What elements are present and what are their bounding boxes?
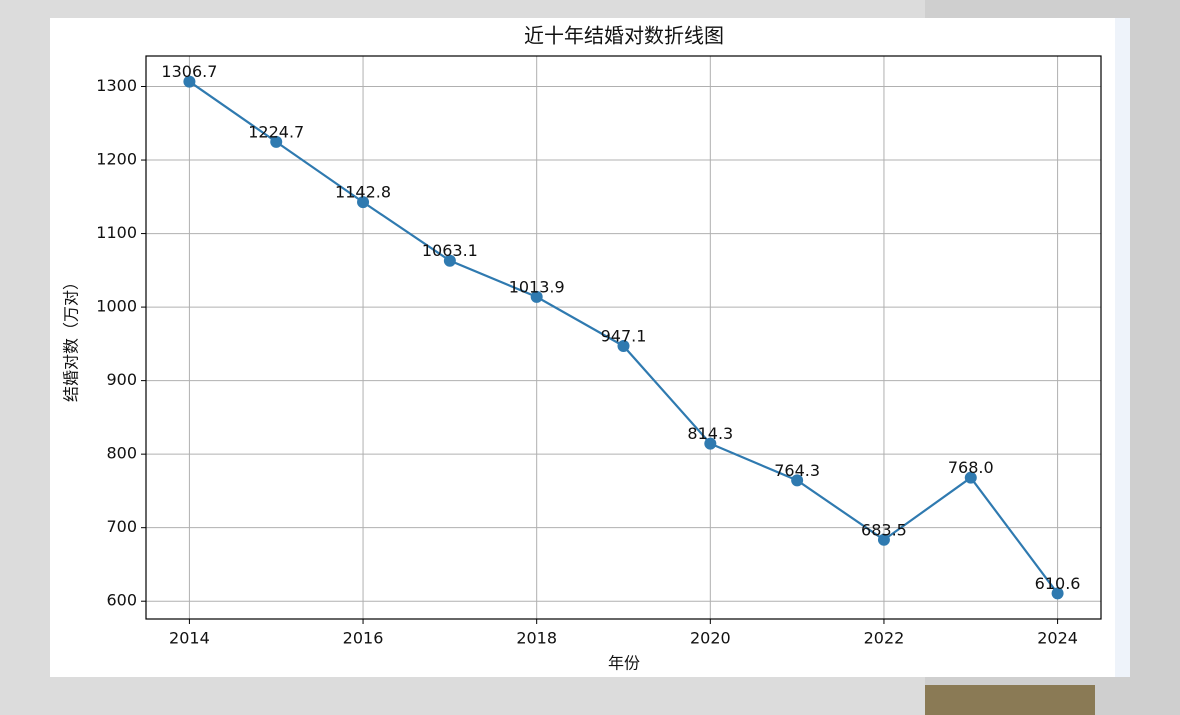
data-label: 683.5: [861, 520, 907, 539]
point: [964, 471, 977, 484]
point: [704, 437, 717, 450]
point: [443, 254, 456, 267]
thumbnail: [925, 685, 1095, 715]
y-tick-label: 1300: [96, 76, 137, 95]
x-tick-label: 2014: [169, 629, 210, 648]
data-label: 814.3: [687, 424, 733, 443]
data-label: 1063.1: [422, 241, 478, 260]
y-tick-label: 1100: [96, 223, 137, 242]
x-tick-label: 2018: [516, 629, 557, 648]
x-axis-label: 年份: [608, 654, 640, 673]
point: [617, 339, 630, 352]
x-tick-label: 2024: [1037, 629, 1078, 648]
point: [791, 474, 804, 487]
data-label: 1013.9: [509, 277, 565, 296]
y-tick-label: 800: [106, 444, 137, 463]
chart-panel: [50, 18, 1130, 677]
y-tick-label: 700: [106, 517, 137, 536]
x-tick-label: 2016: [343, 629, 384, 648]
data-label: 1306.7: [161, 62, 217, 81]
data-label: 610.6: [1035, 574, 1081, 593]
point: [357, 196, 370, 209]
panel-edge: [1115, 18, 1130, 677]
data-label: 1224.7: [248, 122, 304, 141]
chart-title: 近十年结婚对数折线图: [524, 24, 724, 48]
data-label: 947.1: [601, 326, 647, 345]
y-tick-label: 600: [106, 591, 137, 610]
point: [183, 75, 196, 88]
point: [1051, 587, 1064, 600]
y-tick-label: 1200: [96, 150, 137, 169]
y-tick-label: 1000: [96, 297, 137, 316]
x-tick-label: 2022: [864, 629, 905, 648]
data-label: 764.3: [774, 461, 820, 480]
x-tick-label: 2020: [690, 629, 731, 648]
plot-frame: [145, 55, 1102, 620]
y-tick-label: 900: [106, 370, 137, 389]
y-axis-label: 结婚对数（万对）: [62, 274, 81, 402]
point: [877, 533, 890, 546]
data-label: 768.0: [948, 458, 994, 477]
data-label: 1142.8: [335, 183, 391, 202]
point: [270, 135, 283, 148]
point: [530, 290, 543, 303]
